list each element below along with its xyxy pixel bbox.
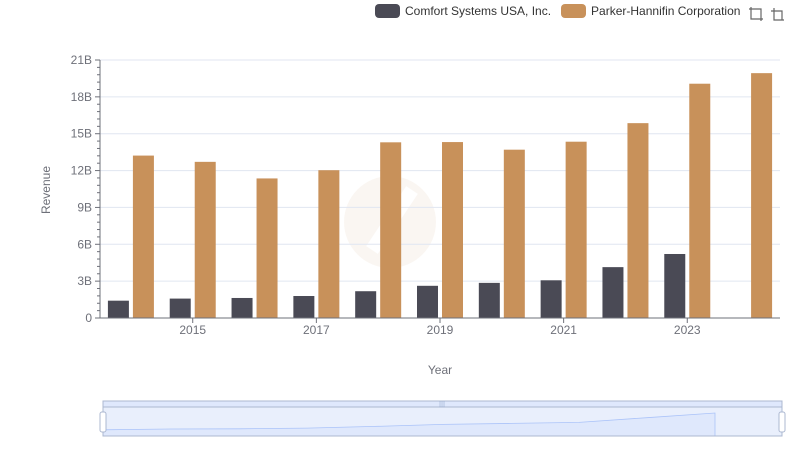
y-tick-label: 18B	[71, 90, 92, 104]
y-tick-label: 6B	[77, 237, 92, 251]
bar-comfort-systems-2021[interactable]	[540, 280, 562, 318]
x-tick-label: 2015	[179, 323, 206, 337]
datazoom-handle-right[interactable]	[778, 411, 786, 433]
bar-comfort-systems-2022[interactable]	[602, 267, 624, 318]
x-tick-label: 2023	[674, 323, 701, 337]
y-tick-label: 9B	[77, 200, 92, 214]
datazoom-top-bar[interactable]	[102, 400, 783, 408]
bar-parker-hannifin-2016[interactable]	[256, 178, 278, 318]
bar-parker-hannifin-2015[interactable]	[194, 161, 216, 318]
bar-comfort-systems-2014[interactable]	[107, 300, 129, 318]
y-tick-label: 0	[85, 311, 92, 325]
bar-parker-hannifin-2024[interactable]	[751, 73, 773, 318]
y-tick-label: 21B	[71, 53, 92, 67]
datazoom-handle-left[interactable]	[99, 411, 107, 433]
bar-comfort-systems-2020[interactable]	[478, 282, 500, 318]
bar-comfort-systems-2016[interactable]	[231, 297, 253, 318]
legend-label-comfort-systems: Comfort Systems USA, Inc.	[405, 4, 552, 18]
datazoom-selected-range[interactable]	[102, 406, 783, 437]
bar-comfort-systems-2018[interactable]	[355, 291, 377, 318]
x-axis: 2015 2017 2019 2021 2023	[100, 317, 780, 337]
chart-toolbox	[748, 6, 786, 22]
bar-parker-hannifin-2021[interactable]	[565, 141, 587, 318]
y-tick-label: 12B	[71, 164, 92, 178]
y-axis-title: Revenue	[39, 166, 53, 214]
zoom-icon[interactable]	[748, 6, 764, 22]
bar-parker-hannifin-2023[interactable]	[689, 83, 711, 318]
y-axis: 0 3B 6B 9B 12B 15B 18B 21B	[71, 53, 101, 325]
x-tick-label: 2017	[303, 323, 330, 337]
y-tick-label: 3B	[77, 274, 92, 288]
bar-parker-hannifin-2019[interactable]	[442, 142, 463, 318]
bar-comfort-systems-2015[interactable]	[169, 298, 191, 318]
legend-label-parker-hannifin: Parker-Hannifin Corporation	[591, 4, 741, 18]
reset-zoom-icon[interactable]	[770, 6, 786, 22]
bar-parker-hannifin-2017[interactable]	[318, 170, 340, 318]
x-tick-label: 2021	[550, 323, 577, 337]
legend-swatch-comfort-systems	[375, 4, 400, 18]
x-tick-label: 2019	[427, 323, 454, 337]
datazoom-grip-icon: |||	[439, 401, 445, 408]
chart-legend: Comfort Systems USA, Inc. Parker-Hannifi…	[375, 4, 750, 18]
legend-item-comfort-systems[interactable]: Comfort Systems USA, Inc.	[375, 4, 551, 18]
legend-item-parker-hannifin[interactable]: Parker-Hannifin Corporation	[561, 4, 740, 18]
y-tick-label: 15B	[71, 127, 92, 141]
x-axis-title: Year	[428, 363, 452, 377]
bar-comfort-systems-2019[interactable]	[417, 285, 438, 318]
legend-swatch-parker-hannifin	[561, 4, 587, 18]
bar-parker-hannifin-2022[interactable]	[627, 123, 649, 318]
datazoom-slider[interactable]: |||	[99, 400, 786, 437]
bar-comfort-systems-2017[interactable]	[293, 296, 315, 318]
bar-parker-hannifin-2014[interactable]	[132, 155, 154, 318]
bar-comfort-systems-2023[interactable]	[664, 253, 686, 318]
bar-series	[107, 73, 773, 318]
bar-parker-hannifin-2018[interactable]	[380, 142, 402, 318]
bar-parker-hannifin-2020[interactable]	[503, 149, 525, 318]
